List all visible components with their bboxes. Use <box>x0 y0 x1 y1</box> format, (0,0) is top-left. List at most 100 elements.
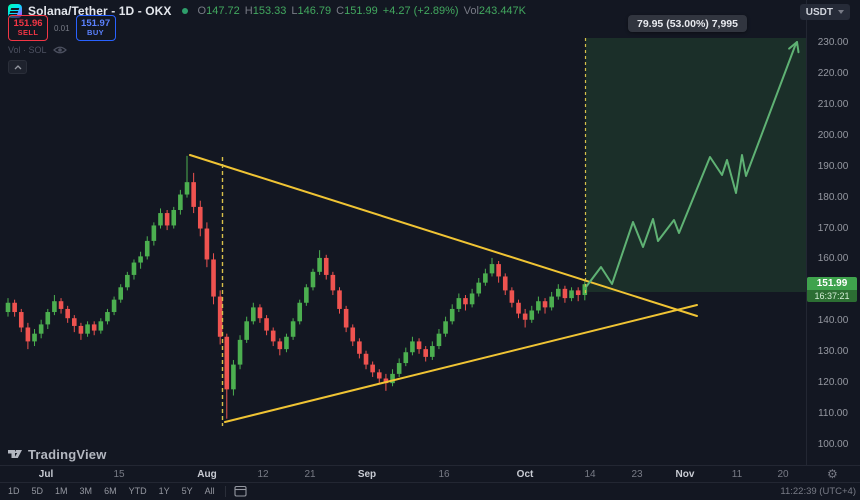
range-button-1m[interactable]: 1M <box>55 486 68 496</box>
candle-body <box>410 341 415 353</box>
triangle-lower-trendline[interactable] <box>224 304 698 423</box>
go-to-date-icon[interactable] <box>234 485 247 497</box>
candle-body <box>536 301 541 311</box>
price-axis-label: 110.00 <box>818 408 848 420</box>
candle-body <box>158 213 163 226</box>
time-axis-label: 12 <box>257 469 269 480</box>
gear-icon[interactable]: ⚙ <box>827 467 838 481</box>
current-price-value: 151.99 <box>807 277 857 290</box>
sell-price: 151.96 <box>13 17 43 29</box>
candle-body <box>489 264 495 274</box>
range-button-5y[interactable]: 5Y <box>181 486 193 496</box>
candle-body <box>529 310 535 320</box>
candle-body <box>390 373 395 384</box>
sell-label: SELL <box>17 28 39 38</box>
currency-label: USDT <box>805 6 833 18</box>
range-button-3m[interactable]: 3M <box>79 486 93 496</box>
projection-zigzag-line[interactable] <box>585 45 796 288</box>
candle-body <box>337 290 342 309</box>
price-axis-label: 100.00 <box>817 438 849 450</box>
candle-body <box>105 312 110 322</box>
time-axis-label: 21 <box>304 469 316 480</box>
candle-body <box>330 274 336 291</box>
candle-body <box>496 264 501 277</box>
toolbar-divider <box>224 485 226 497</box>
price-axis-border <box>806 0 807 465</box>
candle-body <box>178 194 183 210</box>
range-button-1y[interactable]: 1Y <box>158 486 170 496</box>
candle-body <box>376 372 382 379</box>
bar-countdown: 16:37:21 <box>807 290 857 302</box>
candle-body <box>5 302 11 313</box>
candle-body <box>290 321 296 337</box>
close-label: C <box>336 5 345 17</box>
candle-body <box>118 287 124 300</box>
candle-body <box>251 307 256 322</box>
candle-body <box>284 336 289 350</box>
candle-body <box>317 257 322 272</box>
high-label: H <box>244 5 253 17</box>
candle-body <box>52 301 57 313</box>
candle-body <box>363 353 369 365</box>
range-toolbar: 1D 5D 1M 3M 6M YTD 1Y 5Y All <box>6 485 247 497</box>
candle-body <box>297 302 303 322</box>
spread-value: 0.01 <box>54 23 70 33</box>
price-axis-label: 190.00 <box>817 160 849 172</box>
range-button-6m[interactable]: 6M <box>104 486 117 496</box>
time-axis-label: Sep <box>357 469 377 480</box>
candle-body <box>224 336 230 390</box>
ohlc-values: O147.72 H153.33 L146.79 C151.99 +4.27 (+… <box>198 5 526 17</box>
time-axis-label: 14 <box>584 469 596 480</box>
range-button-5d[interactable]: 5D <box>31 486 44 496</box>
symbol-title[interactable]: Solana/Tether - 1D - OKX <box>28 4 172 18</box>
projection-arrowhead-icon <box>796 41 800 54</box>
eye-hidden-icon[interactable] <box>52 45 67 55</box>
volume-label: Vol <box>463 5 479 17</box>
candle-body <box>436 333 442 347</box>
volume-indicator-label[interactable]: Vol · SOL <box>8 45 47 55</box>
candle-body <box>476 282 482 294</box>
tradingview-watermark[interactable]: TradingView <box>7 446 107 462</box>
candle-body <box>125 274 130 288</box>
time-axis-border <box>0 465 860 466</box>
projection-zone[interactable] <box>585 38 807 292</box>
market-status-dot-icon[interactable] <box>181 8 188 14</box>
candle-body <box>151 225 157 241</box>
low-value: 146.79 <box>297 5 332 17</box>
collapse-panel-button[interactable] <box>8 60 27 74</box>
time-axis-label: Jul <box>38 469 54 480</box>
sell-button[interactable]: 151.96 SELL <box>8 15 48 41</box>
buy-label: BUY <box>87 28 105 38</box>
candle-body <box>343 308 349 328</box>
trade-buttons: 151.96 SELL 0.01 151.97 BUY <box>8 15 116 41</box>
candle-body <box>449 308 455 322</box>
price-axis-label: 140.00 <box>817 315 849 327</box>
watermark-label: TradingView <box>28 446 107 462</box>
range-button-all[interactable]: All <box>204 486 215 496</box>
candle-body <box>304 287 309 303</box>
candle-body <box>516 302 521 314</box>
range-button-ytd[interactable]: YTD <box>128 486 147 496</box>
candle-body <box>91 324 97 331</box>
candle-body <box>237 339 243 365</box>
range-button-1d[interactable]: 1D <box>8 486 20 496</box>
time-axis-label: Nov <box>675 469 695 480</box>
measure-tooltip: 79.95 (53.00%) 7,995 <box>628 15 747 32</box>
candle-body <box>38 324 44 334</box>
price-axis-label: 160.00 <box>817 253 849 265</box>
candle-body <box>18 312 24 328</box>
candle-body <box>45 312 51 325</box>
candle-body <box>171 209 177 226</box>
session-clock[interactable]: 11:22:39 (UTC+4) <box>780 486 856 497</box>
symbol-legend[interactable]: Solana/Tether - 1D - OKX O147.72 H153.33… <box>8 4 526 18</box>
solana-logo-icon <box>8 4 22 18</box>
candle-body <box>277 341 283 350</box>
tradingview-logo-icon <box>8 450 22 458</box>
time-axis-label: 20 <box>777 469 789 480</box>
triangle-upper-trendline[interactable] <box>189 154 698 317</box>
high-value: 153.33 <box>252 5 287 17</box>
price-chart-canvas[interactable] <box>0 0 860 465</box>
currency-selector[interactable]: USDT <box>799 4 850 20</box>
buy-button[interactable]: 151.97 BUY <box>75 15 116 41</box>
candle-body <box>443 321 448 334</box>
